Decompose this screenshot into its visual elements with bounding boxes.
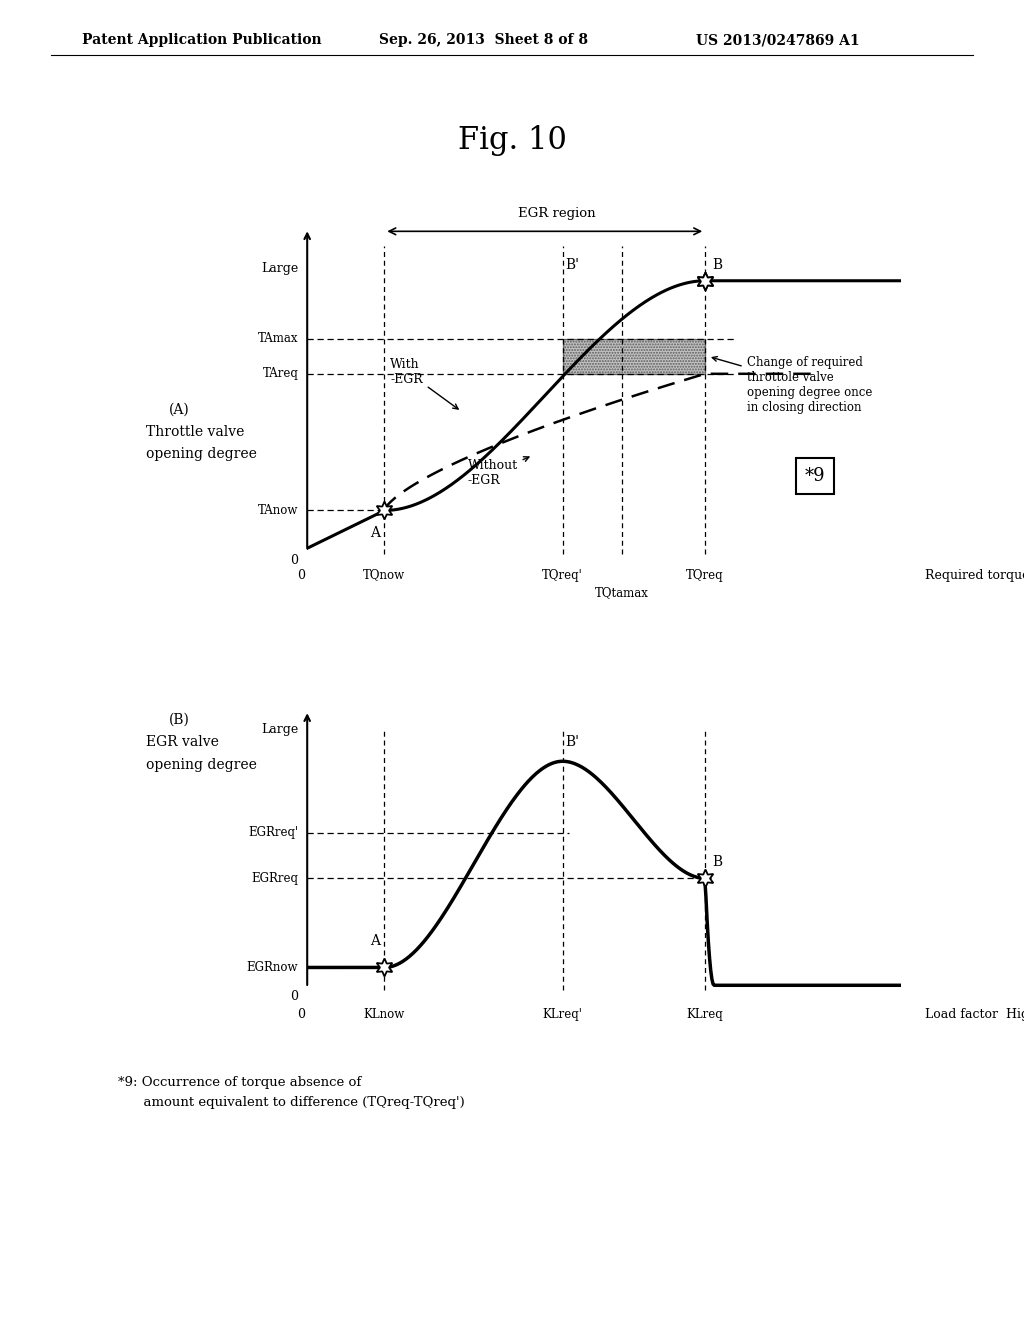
Text: B': B' xyxy=(565,735,580,748)
Text: TAreq: TAreq xyxy=(262,367,298,380)
Text: TQreq: TQreq xyxy=(686,569,724,582)
Text: TQtamax: TQtamax xyxy=(595,586,649,599)
Text: Large: Large xyxy=(261,261,298,275)
Text: B: B xyxy=(713,259,722,272)
Text: Large: Large xyxy=(261,723,298,735)
Text: US 2013/0247869 A1: US 2013/0247869 A1 xyxy=(696,33,860,48)
Text: Without
-EGR: Without -EGR xyxy=(468,457,529,487)
Bar xyxy=(562,339,706,374)
Text: 0: 0 xyxy=(290,554,298,568)
Text: opening degree: opening degree xyxy=(146,447,257,462)
Text: A: A xyxy=(371,525,381,540)
Text: KLnow: KLnow xyxy=(364,1008,406,1022)
Text: *9: Occurrence of torque absence of: *9: Occurrence of torque absence of xyxy=(118,1076,361,1089)
Text: TQreq': TQreq' xyxy=(543,569,583,582)
Text: TAnow: TAnow xyxy=(258,504,298,517)
Text: Load factor  High: Load factor High xyxy=(925,1008,1024,1022)
Text: amount equivalent to difference (TQreq-TQreq'): amount equivalent to difference (TQreq-T… xyxy=(118,1096,465,1109)
Text: (A): (A) xyxy=(169,403,189,417)
Text: EGR valve: EGR valve xyxy=(146,735,219,750)
Text: EGRreq': EGRreq' xyxy=(248,826,298,840)
Text: B': B' xyxy=(565,259,580,272)
Text: With
-EGR: With -EGR xyxy=(390,358,458,409)
Text: Sep. 26, 2013  Sheet 8 of 8: Sep. 26, 2013 Sheet 8 of 8 xyxy=(379,33,588,48)
Text: B: B xyxy=(713,854,722,869)
Text: EGRnow: EGRnow xyxy=(247,961,298,974)
Text: Required torque  High: Required torque High xyxy=(925,569,1024,582)
Text: TAmax: TAmax xyxy=(258,333,298,346)
Text: 0: 0 xyxy=(297,1008,305,1022)
Text: A: A xyxy=(371,933,381,948)
Text: Fig. 10: Fig. 10 xyxy=(458,125,566,156)
Text: (B): (B) xyxy=(169,713,189,727)
Text: TQnow: TQnow xyxy=(364,569,406,582)
Text: KLreq': KLreq' xyxy=(543,1008,583,1022)
Text: Patent Application Publication: Patent Application Publication xyxy=(82,33,322,48)
Text: *9: *9 xyxy=(805,466,825,484)
Text: 0: 0 xyxy=(297,569,305,582)
Text: Throttle valve: Throttle valve xyxy=(146,425,245,440)
Text: EGR region: EGR region xyxy=(518,207,596,219)
Text: Change of required
throttole valve
opening degree once
in closing direction: Change of required throttole valve openi… xyxy=(713,356,872,414)
Text: 0: 0 xyxy=(290,990,298,1003)
Text: EGRreq: EGRreq xyxy=(251,873,298,884)
Text: opening degree: opening degree xyxy=(146,758,257,772)
Text: KLreq: KLreq xyxy=(687,1008,724,1022)
